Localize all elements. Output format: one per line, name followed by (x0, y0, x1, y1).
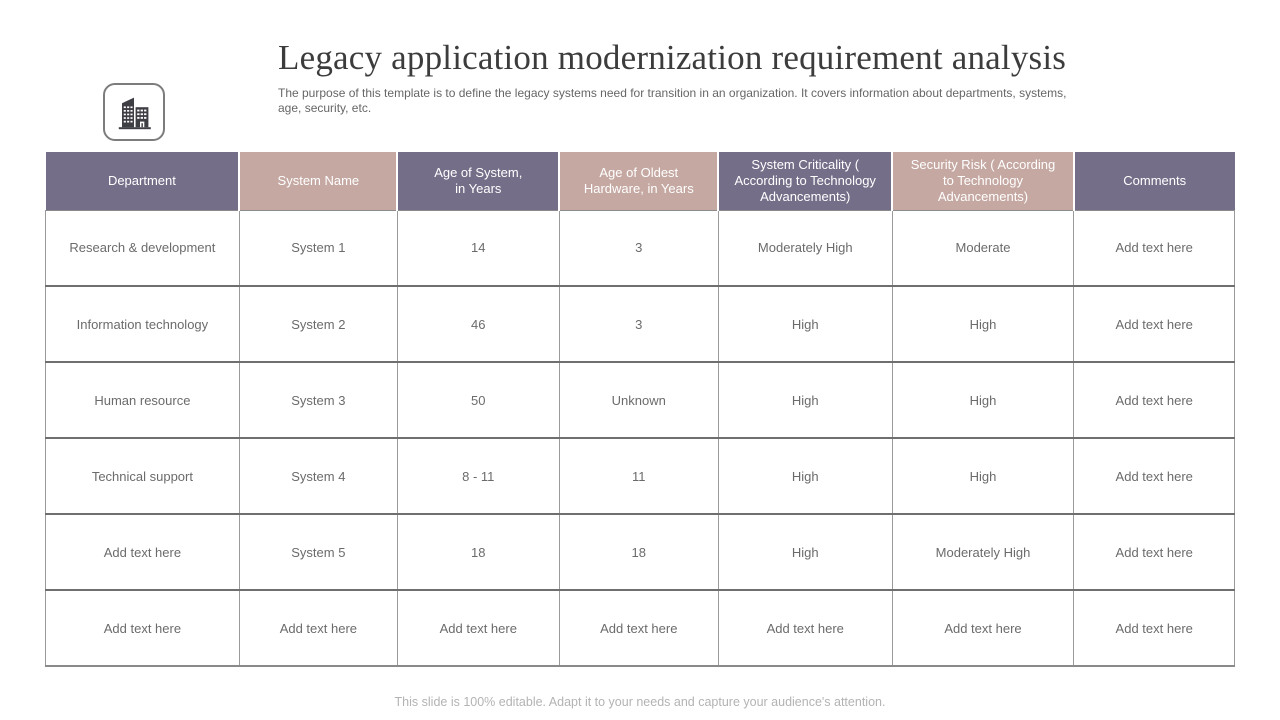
cell-system-name: System 3 (238, 361, 398, 439)
buildings-icon-glyph (118, 97, 151, 130)
cell-age-of-system: 18 (396, 513, 560, 591)
cell-department-placeholder[interactable]: Add text here (45, 589, 240, 667)
header-system-criticality: System Criticality ( According to Techno… (717, 152, 894, 210)
cell-age-of-system: 50 (396, 361, 560, 439)
cell-system-criticality: High (717, 285, 893, 363)
header-comments: Comments (1072, 152, 1235, 210)
cell-security-risk: Moderate (891, 209, 1075, 287)
cell-security-risk-placeholder[interactable]: Add text here (891, 589, 1075, 667)
cell-department: Information technology (45, 285, 240, 363)
cell-age-of-system: 8 - 11 (396, 437, 560, 515)
cell-system-criticality-placeholder[interactable]: Add text here (717, 589, 893, 667)
cell-department: Human resource (45, 361, 240, 439)
cell-comments-placeholder[interactable]: Add text here (1073, 285, 1235, 363)
heading-block: Legacy application modernization require… (278, 38, 1218, 116)
table-row: Information technology System 2 46 3 Hig… (45, 285, 1235, 363)
table-row: Add text here System 5 18 18 High Modera… (45, 513, 1235, 591)
cell-security-risk: High (891, 361, 1075, 439)
cell-system-criticality: High (717, 361, 893, 439)
cell-age-of-oldest-hardware: 3 (558, 209, 719, 287)
cell-system-criticality: High (717, 437, 893, 515)
table-row: Research & development System 1 14 3 Mod… (45, 209, 1235, 287)
cell-age-of-oldest-hardware: 18 (558, 513, 719, 591)
requirements-table: Department System Name Age of System, in… (45, 152, 1235, 667)
header-age-of-system: Age of System, in Years (396, 152, 561, 210)
slide-footer-note: This slide is 100% editable. Adapt it to… (394, 695, 886, 709)
buildings-icon (103, 83, 165, 141)
header-department: Department (45, 152, 241, 210)
cell-department: Technical support (45, 437, 240, 515)
cell-security-risk: High (891, 285, 1075, 363)
header-age-of-oldest-hardware: Age of Oldest Hardware, in Years (558, 152, 720, 210)
cell-age-of-oldest-hardware: Unknown (558, 361, 719, 439)
cell-age-of-oldest-hardware: 11 (558, 437, 719, 515)
cell-age-of-oldest-hardware: 3 (558, 285, 719, 363)
page-title: Legacy application modernization require… (278, 38, 1067, 77)
header-system-name: System Name (238, 152, 399, 210)
cell-comments-placeholder[interactable]: Add text here (1073, 589, 1235, 667)
table-row: Human resource System 3 50 Unknown High … (45, 361, 1235, 439)
cell-comments-placeholder[interactable]: Add text here (1073, 209, 1235, 287)
cell-age-of-system: 46 (396, 285, 560, 363)
cell-system-criticality: High (717, 513, 893, 591)
cell-department: Research & development (45, 209, 240, 287)
cell-system-name: System 1 (238, 209, 398, 287)
cell-system-name: System 2 (238, 285, 398, 363)
cell-comments-placeholder[interactable]: Add text here (1073, 361, 1235, 439)
cell-system-criticality: Moderately High (717, 209, 893, 287)
slide-subtitle: The purpose of this template is to defin… (278, 86, 1067, 115)
cell-comments-placeholder[interactable]: Add text here (1073, 437, 1235, 515)
cell-security-risk: Moderately High (891, 513, 1075, 591)
cell-system-name: System 5 (238, 513, 398, 591)
table-row: Add text here Add text here Add text her… (45, 589, 1235, 667)
cell-comments-placeholder[interactable]: Add text here (1073, 513, 1235, 591)
cell-age-of-oldest-hardware-placeholder[interactable]: Add text here (558, 589, 719, 667)
cell-system-name: System 4 (238, 437, 398, 515)
cell-age-of-system: 14 (396, 209, 560, 287)
header-security-risk: Security Risk ( According to Technology … (891, 152, 1075, 210)
cell-age-of-system-placeholder[interactable]: Add text here (396, 589, 560, 667)
cell-system-name-placeholder[interactable]: Add text here (238, 589, 398, 667)
cell-security-risk: High (891, 437, 1075, 515)
table-header-row: Department System Name Age of System, in… (45, 152, 1235, 210)
table-row: Technical support System 4 8 - 11 11 Hig… (45, 437, 1235, 515)
cell-department-placeholder[interactable]: Add text here (45, 513, 240, 591)
